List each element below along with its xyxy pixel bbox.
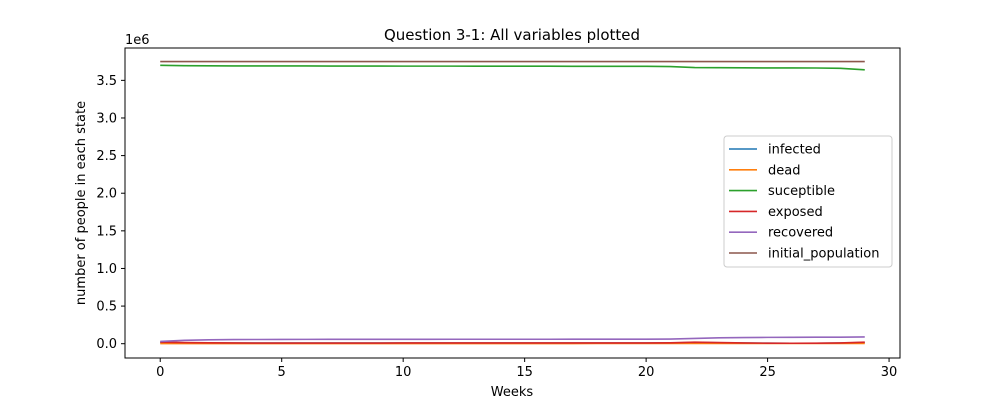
- y-tick-label: 1.5: [96, 224, 117, 239]
- y-tick-label: 2.0: [96, 187, 117, 202]
- legend-label: suceptible: [768, 184, 835, 199]
- x-tick-label: 10: [395, 365, 412, 380]
- y-tick-label: 2.5: [96, 149, 117, 164]
- y-axis-label: number of people in each state: [74, 101, 89, 305]
- x-tick-label: 15: [516, 365, 533, 380]
- legend-label: recovered: [768, 226, 833, 241]
- y-tick-label: 0.5: [96, 300, 117, 315]
- legend: infected dead suceptible exposed recovered in…: [723, 135, 893, 268]
- y-tick-label: 1.0: [96, 262, 117, 277]
- series-lines: [160, 60, 865, 345]
- series-line-recovered: [160, 336, 865, 343]
- legend-label: infected: [768, 143, 821, 158]
- x-tick-label: 30: [881, 365, 898, 380]
- series-line-exposed: [160, 341, 865, 345]
- x-tick-label: 0: [156, 365, 164, 380]
- y-axis-ticks: 0.0 0.5 1.0 1.5 2.0 2.5 3.0 3.5: [96, 74, 125, 352]
- legend-label: exposed: [768, 205, 823, 220]
- y-tick-label: 3.0: [96, 111, 117, 126]
- x-tick-label: 25: [759, 365, 776, 380]
- legend-label: initial_population: [768, 247, 879, 262]
- x-tick-label: 20: [638, 365, 655, 380]
- x-tick-label: 5: [278, 365, 286, 380]
- plot-area-frame: [124, 47, 901, 359]
- legend-frame: [723, 135, 893, 268]
- y-tick-label: 3.5: [96, 74, 117, 89]
- chart-title: Question 3-1: All variables plotted: [384, 26, 640, 44]
- y-tick-label: 0.0: [96, 337, 117, 352]
- series-line-suceptible: [160, 64, 865, 71]
- x-axis-label: Weeks: [491, 385, 534, 400]
- y-offset-text: 1e6: [125, 33, 150, 48]
- legend-label: dead: [768, 163, 800, 178]
- x-axis-ticks: 0 5 10 15 20 25 30: [156, 358, 897, 380]
